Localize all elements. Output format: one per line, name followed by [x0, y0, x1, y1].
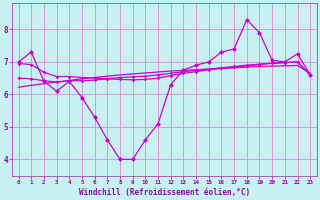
X-axis label: Windchill (Refroidissement éolien,°C): Windchill (Refroidissement éolien,°C) [79, 188, 250, 197]
